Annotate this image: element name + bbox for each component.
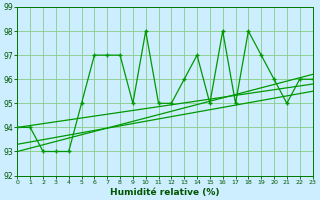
- X-axis label: Humidité relative (%): Humidité relative (%): [110, 188, 220, 197]
